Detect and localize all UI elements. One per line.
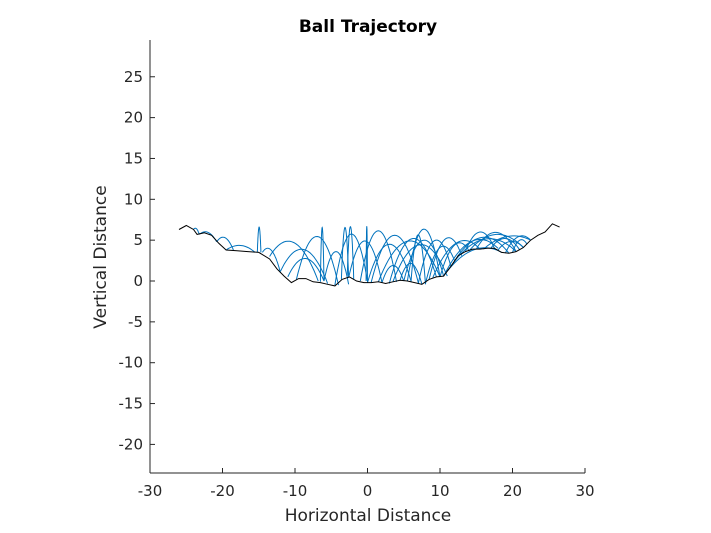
y-tick-label: -20 <box>119 435 144 453</box>
trajectory-hop <box>483 235 531 250</box>
trajectory-hop <box>417 239 452 284</box>
trajectory-hop <box>490 238 521 251</box>
chart-title: Ball Trajectory <box>299 17 437 37</box>
y-tick-label: 15 <box>124 149 143 167</box>
x-tick-label: 20 <box>503 482 522 500</box>
trajectory-hop <box>432 239 481 278</box>
trajectory-hop <box>381 265 405 283</box>
trajectory-hop <box>512 239 528 253</box>
ground-profile-line <box>178 223 560 287</box>
y-tick-label: 10 <box>124 190 143 208</box>
x-tick-label: -20 <box>210 482 235 500</box>
trajectory-hop <box>410 234 426 285</box>
trajectory-hop <box>216 236 234 251</box>
trajectory-hop <box>367 243 412 283</box>
trajectory-hop <box>439 242 470 278</box>
trajectory-hop <box>225 244 256 253</box>
x-tick-label: -10 <box>283 482 308 500</box>
trajectory-hop <box>504 235 531 254</box>
trajectory-hop <box>256 226 262 253</box>
trajectory-hop <box>406 228 441 282</box>
trajectory-hop <box>261 247 281 273</box>
y-tick-label: 5 <box>133 231 143 249</box>
trajectory-hop <box>319 226 325 282</box>
trajectory-hop <box>388 238 437 284</box>
x-tick-label: -30 <box>138 482 163 500</box>
y-tick-label: -15 <box>119 395 144 413</box>
y-tick-label: -5 <box>128 313 143 331</box>
trajectory-hop <box>497 240 524 251</box>
trajectory-hop <box>365 226 368 283</box>
x-tick-label: 10 <box>430 482 449 500</box>
y-tick-label: 0 <box>133 272 143 290</box>
trajectory-hop <box>464 231 495 252</box>
y-tick-label: -10 <box>119 354 144 372</box>
trajectory-hop <box>340 226 350 280</box>
trajectory-hop <box>280 248 329 284</box>
trajectory-hop <box>377 240 441 282</box>
trajectory-hop <box>457 236 510 256</box>
trajectory-hop <box>295 235 339 286</box>
y-tick-label: 25 <box>124 68 143 86</box>
trajectory-hop <box>346 225 355 280</box>
trajectory-hop <box>370 234 419 283</box>
trajectory-hop <box>287 258 325 282</box>
trajectory-hop <box>193 227 200 235</box>
x-axis-label: Horizontal Distance <box>285 506 452 526</box>
y-axis-ticks: -20 -15 -10 -5 0 5 10 15 20 25 <box>119 68 155 453</box>
trajectory-hop <box>403 239 445 282</box>
y-tick-label: 20 <box>124 109 143 127</box>
x-tick-label: 0 <box>363 482 373 500</box>
trajectory-hop <box>323 251 350 285</box>
trajectory-hop <box>348 240 383 283</box>
x-axis-ticks: -30 -20 -10 0 10 20 30 <box>138 468 595 500</box>
trajectory-hop <box>269 240 319 282</box>
y-axis-label: Vertical Distance <box>91 185 111 328</box>
plot-area <box>178 223 560 287</box>
x-tick-label: 30 <box>575 482 594 500</box>
